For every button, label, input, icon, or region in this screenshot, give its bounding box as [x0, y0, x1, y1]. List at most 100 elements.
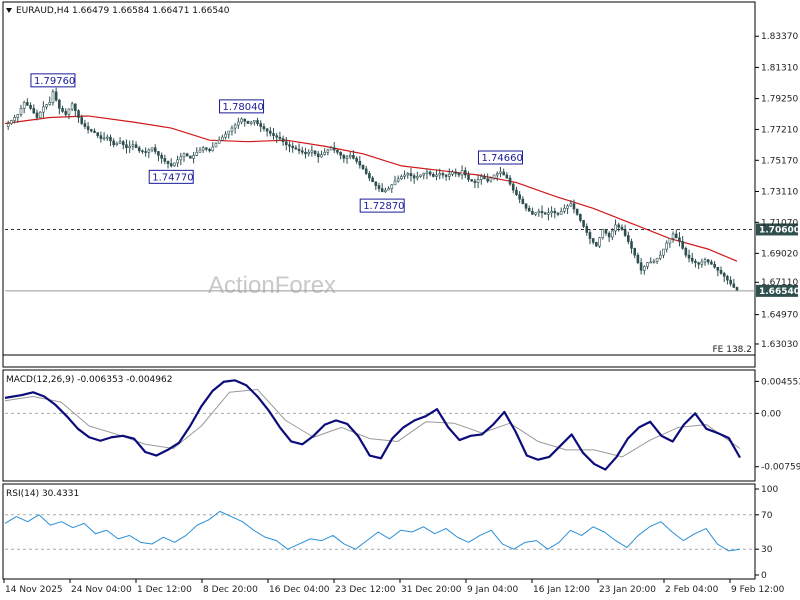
candle-body	[368, 173, 371, 179]
candle-body	[681, 241, 684, 249]
candle-body	[409, 173, 413, 177]
candle-body	[703, 259, 707, 263]
candle-body	[457, 173, 461, 176]
candle-body	[508, 177, 512, 185]
candle-body	[690, 257, 694, 262]
candle-body	[515, 189, 518, 195]
candle-body	[716, 266, 720, 271]
price-y-tick-label: 1.79250	[761, 95, 798, 105]
candle-body	[537, 210, 541, 214]
candle-body	[67, 108, 71, 115]
candle-body	[48, 102, 52, 105]
candle-body	[128, 145, 131, 149]
x-tick-label: 23 Jan 20:00	[599, 585, 656, 595]
candle-body	[384, 189, 387, 192]
candle-body	[352, 155, 355, 159]
price-y-tick-label: 1.81310	[761, 63, 798, 73]
candle-body	[115, 142, 119, 146]
candle-body	[99, 135, 103, 139]
candle-body	[313, 150, 317, 155]
candle-body	[42, 106, 45, 113]
candle-body	[684, 248, 688, 256]
candle-body	[38, 111, 42, 118]
candle-body	[419, 174, 422, 177]
price-tag-label: 1.66540	[759, 287, 800, 297]
x-tick-label: 31 Dec 20:00	[401, 585, 462, 595]
candle-body	[227, 130, 231, 135]
candle-body	[189, 155, 192, 159]
price-y-tick-label: 1.69020	[761, 249, 798, 259]
candle-body	[499, 171, 502, 174]
candle-body	[518, 194, 521, 200]
candle-body	[230, 127, 234, 132]
x-tick-label: 2 Feb 04:00	[665, 585, 719, 595]
candle-body	[406, 173, 410, 176]
candle-body	[432, 173, 435, 177]
candle-body	[604, 229, 608, 234]
candle-body	[380, 188, 384, 192]
rsi-y-tick-label: 30	[761, 545, 773, 555]
rsi-panel-frame	[2, 483, 756, 580]
candle-body	[403, 174, 406, 177]
candle-body	[134, 144, 138, 149]
candle-body	[448, 173, 451, 177]
rsi-y-tick-label: 0	[761, 571, 767, 581]
candle-body	[483, 176, 486, 180]
candle-body	[192, 155, 195, 159]
candle-body	[336, 149, 339, 153]
price-tag	[756, 284, 798, 297]
moving-average-line	[4, 115, 738, 262]
candle-body	[582, 220, 585, 227]
candle-body	[607, 232, 611, 238]
candle-body	[566, 205, 569, 209]
candle-body	[633, 248, 637, 256]
candle-body	[300, 150, 304, 153]
price-y-tick-label: 1.77210	[761, 125, 798, 135]
rsi-y-tick-label: 100	[761, 485, 778, 495]
candle-body	[470, 179, 473, 182]
candle-body	[144, 151, 147, 153]
macd-panel-frame	[2, 369, 756, 482]
price-y-tick-label: 1.67110	[761, 278, 798, 288]
candle-body	[428, 171, 432, 175]
candle-body	[387, 188, 390, 191]
candle-body	[240, 118, 243, 123]
candle-body	[211, 146, 215, 152]
candle-body	[6, 123, 10, 127]
candle-body	[623, 229, 627, 236]
candle-body	[51, 91, 55, 103]
candle-body	[348, 155, 352, 158]
candle-body	[275, 135, 279, 138]
candle-body	[540, 210, 544, 214]
candle-body	[233, 124, 237, 129]
candle-body	[579, 214, 582, 221]
candle-body	[534, 212, 537, 215]
rsi-main-line	[4, 510, 741, 552]
candle-body	[137, 147, 141, 152]
candle-body	[550, 210, 553, 214]
candle-body	[687, 254, 691, 259]
macd-main-line	[4, 379, 741, 471]
macd-y-tick-label: 0.004553	[761, 377, 800, 387]
rsi-y-tick-label: 70	[761, 511, 773, 521]
candle-body	[291, 145, 294, 149]
candle-body	[77, 110, 80, 118]
candle-body	[246, 120, 250, 124]
candle-body	[237, 121, 240, 126]
candle-body	[454, 171, 458, 174]
candle-body	[425, 171, 429, 174]
candle-body	[655, 257, 659, 262]
candle-body	[173, 162, 176, 167]
candle-body	[611, 230, 614, 238]
candle-body	[486, 178, 489, 182]
candle-body	[288, 144, 291, 147]
candle-body	[125, 144, 128, 149]
candle-body	[416, 176, 419, 179]
annotation-box	[30, 73, 76, 88]
candle-body	[131, 144, 135, 147]
candle-body	[467, 174, 470, 180]
candle-body	[697, 262, 700, 265]
candle-body	[182, 153, 186, 158]
collapse-arrow-icon[interactable]	[6, 8, 12, 13]
